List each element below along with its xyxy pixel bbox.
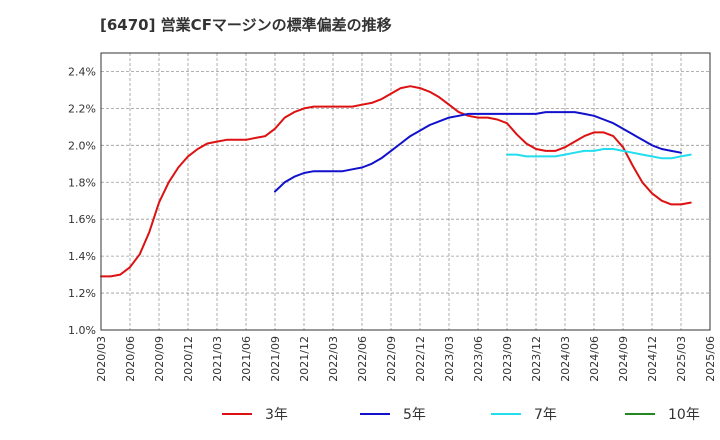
- y-tick-label: 1.6%: [68, 213, 96, 226]
- y-tick-label: 1.4%: [68, 250, 96, 263]
- legend-label: 7年: [534, 407, 557, 423]
- x-tick-label: 2020/12: [182, 336, 195, 382]
- x-tick-label: 2025/03: [675, 336, 688, 382]
- x-tick-label: 2022/09: [385, 336, 398, 382]
- x-tick-label: 2020/09: [153, 336, 166, 382]
- x-tick-label: 2024/09: [617, 336, 630, 382]
- x-tick-label: 2023/03: [443, 336, 456, 382]
- x-tick-label: 2021/03: [211, 336, 224, 382]
- x-tick-label: 2021/12: [298, 336, 311, 382]
- y-tick-label: 1.0%: [68, 324, 96, 337]
- legend-layer: 3年 5年 7年 10年: [222, 407, 700, 423]
- x-tick-label: 2024/06: [588, 336, 601, 382]
- legend-label: 5年: [403, 407, 426, 423]
- x-tick-label: 2024/03: [559, 336, 572, 382]
- x-tick-label: 2021/09: [269, 336, 282, 382]
- axis-layer: 2020/03 2020/06 2020/09 2020/12 2021/03 2021/…: [68, 52, 717, 382]
- y-tick-label: 1.2%: [68, 287, 96, 300]
- series-line-5年: [274, 111, 682, 193]
- series-line-3年: [100, 85, 692, 278]
- x-tick-label: 2022/03: [327, 336, 340, 382]
- plot-border: [100, 52, 711, 331]
- x-tick-label: 2023/12: [530, 336, 543, 382]
- x-tick-label: 2024/12: [646, 336, 659, 382]
- x-tick-label: 2020/06: [124, 336, 137, 382]
- legend-label: 3年: [265, 407, 288, 423]
- x-tick-label: 2023/06: [472, 336, 485, 382]
- x-tick-label: 2023/09: [501, 336, 514, 382]
- y-tick-label: 2.4%: [68, 65, 96, 78]
- legend-label: 10年: [668, 407, 700, 423]
- x-tick-label: 2025/06: [704, 336, 717, 382]
- x-tick-label: 2021/06: [240, 336, 253, 382]
- x-tick-label: 2022/12: [414, 336, 427, 382]
- y-tick-label: 2.2%: [68, 102, 96, 115]
- y-tick-label: 2.0%: [68, 139, 96, 152]
- series-line-7年: [506, 148, 692, 160]
- x-tick-label: 2020/03: [95, 336, 108, 382]
- chart-title: [6470] 営業CFマージンの標準偏差の推移: [100, 16, 392, 34]
- grid-layer: [100, 53, 711, 331]
- series-layer: [100, 85, 692, 278]
- y-tick-label: 1.8%: [68, 176, 96, 189]
- x-tick-label: 2022/06: [356, 336, 369, 382]
